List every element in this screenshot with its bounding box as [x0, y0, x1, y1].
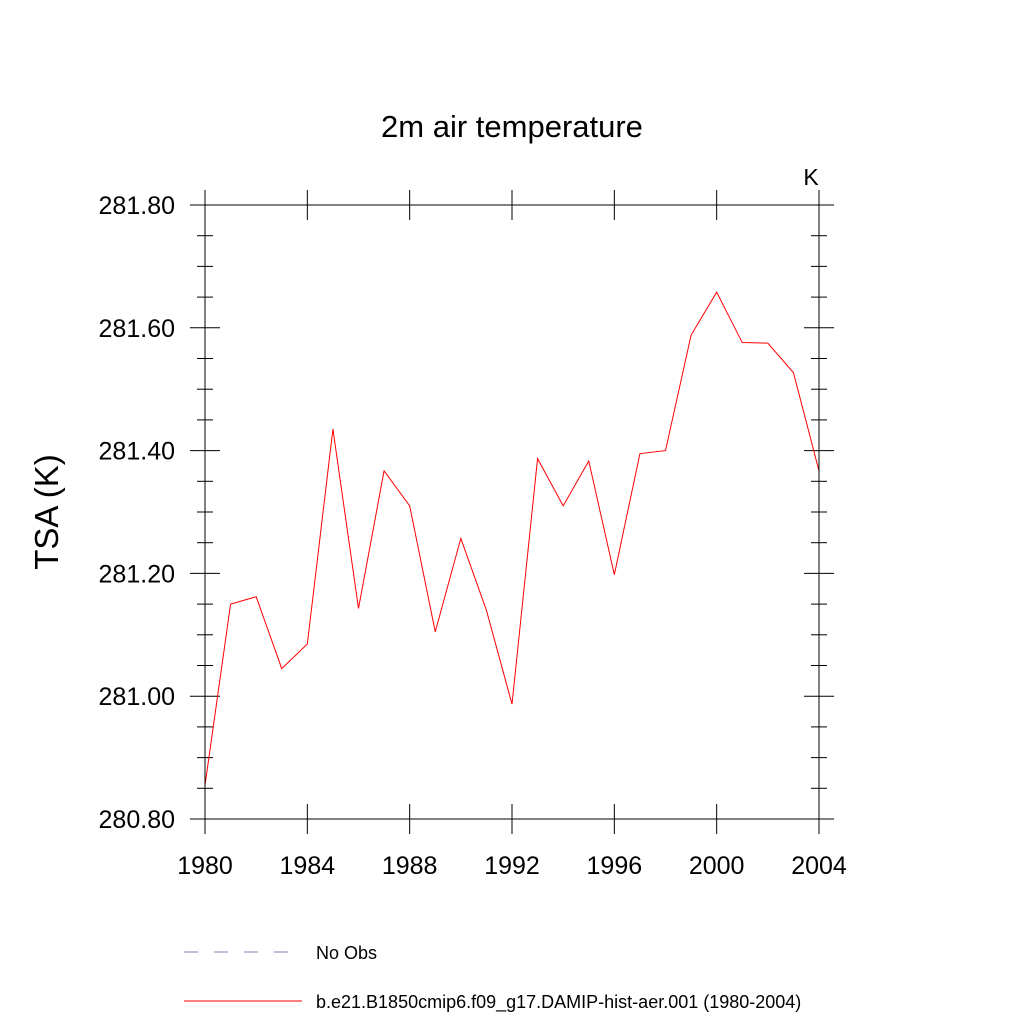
x-tick-label: 1980	[177, 852, 233, 880]
series-layer	[204, 291, 820, 786]
y-tick-label: 281.00	[99, 683, 175, 711]
plot-frame	[204, 204, 820, 820]
y-tick-label: 281.20	[99, 560, 175, 588]
legend-label: No Obs	[316, 943, 377, 963]
legend-label: b.e21.B1850cmip6.f09_g17.DAMIP-hist-aer.…	[316, 992, 801, 1013]
legend: No Obs b.e21.B1850cmip6.f09_g17.DAMIP-his…	[184, 943, 801, 1013]
ticks-layer: 1980 1984 1988 1992 1996 2000 2004 280.80 281.00…	[99, 190, 847, 880]
y-tick-label: 280.80	[99, 806, 175, 834]
unit-label: K	[803, 164, 819, 190]
x-tick-label: 2000	[689, 852, 745, 880]
y-tick-label: 281.80	[99, 192, 175, 220]
series-line-0	[204, 291, 820, 786]
y-axis-title: TSA (K)	[28, 454, 65, 570]
y-tick-label: 281.40	[99, 438, 175, 466]
x-tick-label: 1996	[587, 852, 643, 880]
chart-title: 2m air temperature	[381, 109, 643, 144]
y-tick-label: 281.60	[99, 315, 175, 343]
x-tick-label: 1992	[484, 852, 540, 880]
x-tick-label: 1984	[280, 852, 336, 880]
x-tick-label: 2004	[791, 852, 847, 880]
x-tick-label: 1988	[382, 852, 438, 880]
